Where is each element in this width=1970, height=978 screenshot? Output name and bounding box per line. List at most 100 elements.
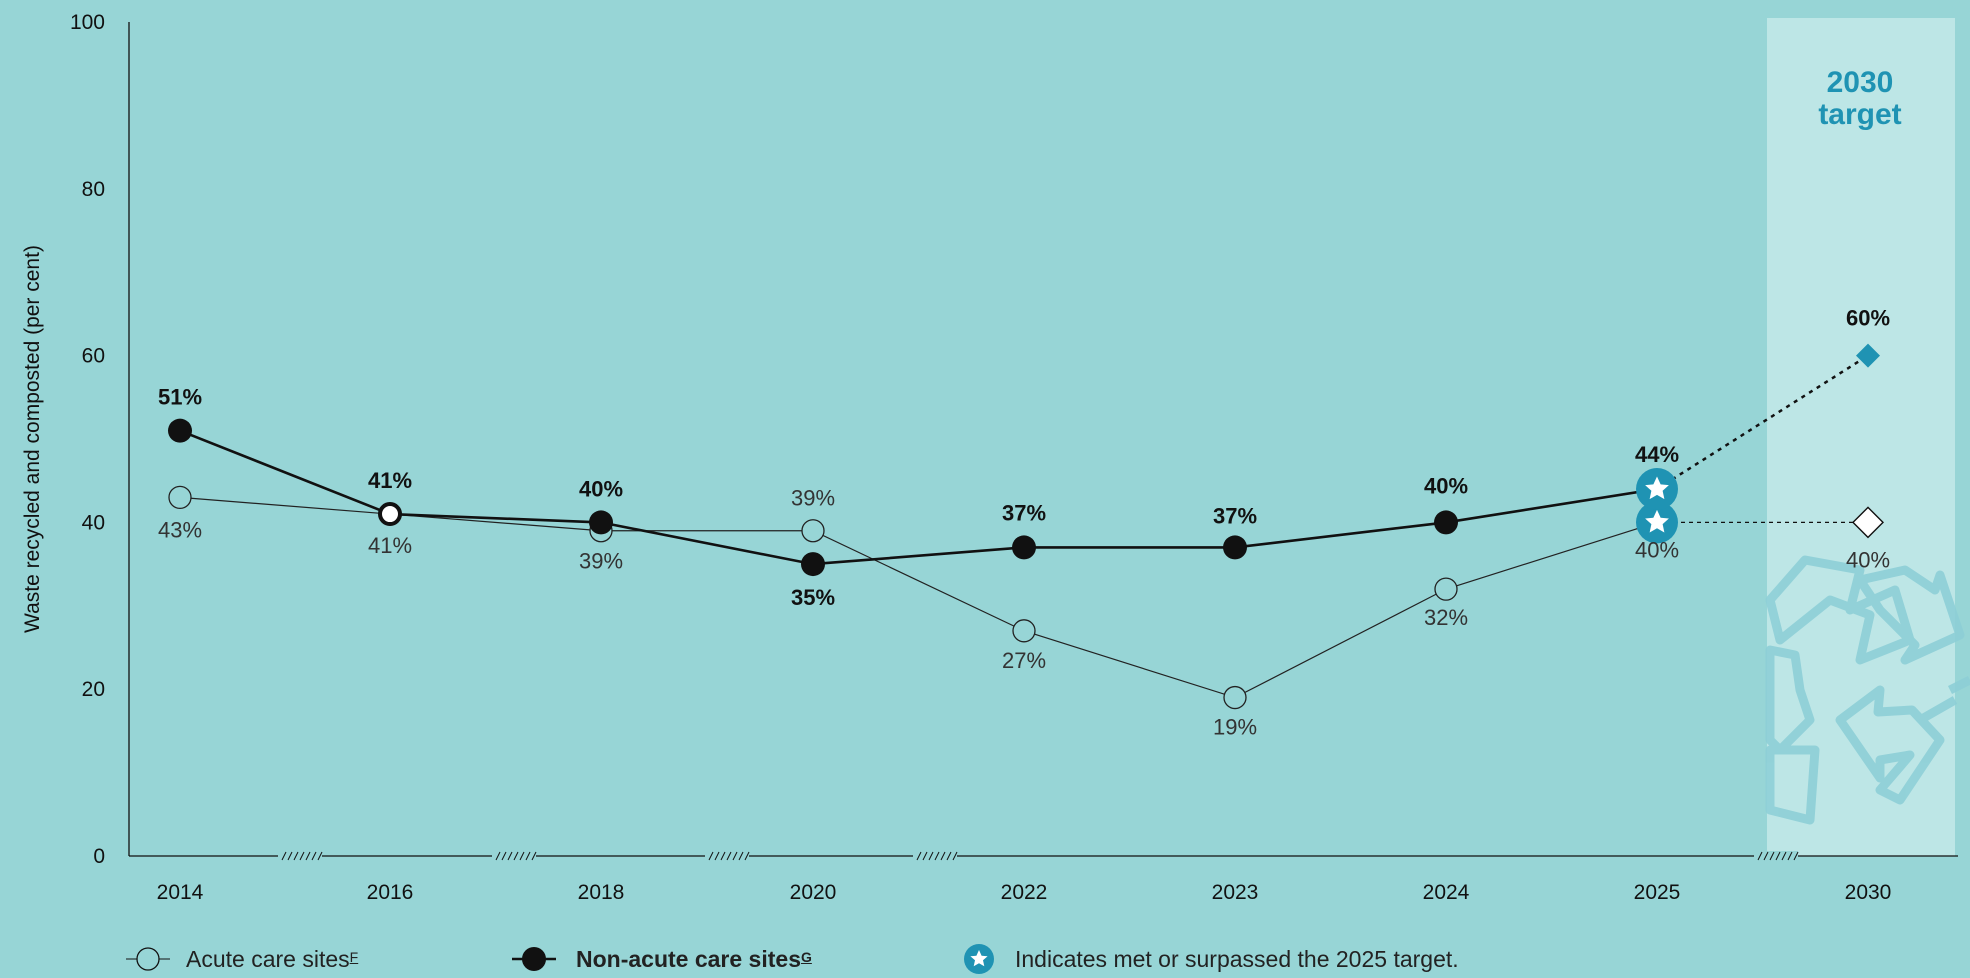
axis-break-hatch <box>708 851 714 861</box>
y-tick-label: 60 <box>82 345 105 368</box>
axis-break-hatch <box>732 851 738 861</box>
axis-break-hatch <box>738 851 744 861</box>
legend-nonacute: Non-acute care sites G <box>512 940 812 978</box>
legend-star: Indicates met or surpassed the 2025 targ… <box>963 940 1459 978</box>
chart-legend: Acute care sites F Non-acute care sites G … <box>0 940 1970 978</box>
axis-break-hatch <box>1763 851 1769 861</box>
axis-break-hatch <box>928 851 934 861</box>
y-tick-label: 100 <box>70 11 105 34</box>
hollow-circle-marker-icon <box>126 947 170 971</box>
acute-target-marker <box>1852 506 1884 539</box>
nonacute-marker <box>801 552 825 577</box>
acute-marker-star <box>1636 501 1678 544</box>
axis-break-icon <box>1754 851 1799 861</box>
axis-break-hatch <box>916 851 922 861</box>
axis-break-hatch <box>305 851 311 861</box>
acute-marker <box>1223 685 1247 710</box>
nonacute-target-marker <box>1856 343 1880 368</box>
legend-nonacute-label: Non-acute care sites <box>576 945 801 972</box>
axis-break-gap <box>705 851 749 861</box>
axis-break-hatch <box>519 851 525 861</box>
x-tick-label: 2030 <box>1845 881 1892 904</box>
axis-break-hatch <box>1757 851 1763 861</box>
recycle-arrow-right <box>1855 565 1965 665</box>
axis-break-hatch <box>934 851 940 861</box>
axis-break-hatch <box>1781 851 1787 861</box>
axis-break-hatch <box>1787 851 1793 861</box>
acute-marker <box>168 485 192 510</box>
axis-break-icon <box>913 851 958 861</box>
axis-break-hatch <box>531 851 537 861</box>
axis-break-hatch <box>293 851 299 861</box>
x-tick-label: 2020 <box>790 881 837 904</box>
recycle-arrow-bottom-right <box>1835 685 1945 805</box>
axis-break-hatch <box>744 851 750 861</box>
acute-marker <box>1434 577 1458 601</box>
axis-break-icon <box>278 851 323 861</box>
axis-break-hatch <box>1769 851 1775 861</box>
axis-break-hatch <box>940 851 946 861</box>
nonacute-marker <box>589 510 613 535</box>
recycle-arrow-edge <box>1917 675 1970 724</box>
nonacute-marker <box>378 502 402 527</box>
axis-break-hatch <box>1793 851 1799 861</box>
nonacute-data-label: 41% <box>368 468 412 493</box>
nonacute-marker <box>1434 510 1458 535</box>
target-title-line2: target <box>1818 98 1901 131</box>
axis-break-hatch <box>311 851 317 861</box>
acute-data-label: 41% <box>368 533 412 558</box>
x-tick-label: 2022 <box>1001 881 1048 904</box>
nonacute-data-label: 51% <box>158 385 202 410</box>
x-tick-label: 2018 <box>578 881 625 904</box>
legend-acute-label: Acute care sites <box>186 945 350 972</box>
acute-data-label: 32% <box>1424 605 1468 630</box>
axis-break-hatch <box>952 851 958 861</box>
star-badge-icon <box>964 944 994 974</box>
recycle-arrow-left <box>1765 645 1815 755</box>
nonacute-data-label: 40% <box>579 476 623 501</box>
axis-break-gap <box>278 851 322 861</box>
axis-break-gap <box>492 851 536 861</box>
axis-break-gap <box>913 851 957 861</box>
nonacute-data-label: 35% <box>791 585 835 610</box>
nonacute-marker <box>1012 535 1036 560</box>
nonacute-series-line <box>179 429 1658 566</box>
nonacute-marker-star <box>1636 468 1678 511</box>
acute-target-label: 40% <box>1846 547 1890 572</box>
axis-break-hatch <box>525 851 531 861</box>
x-tick-label: 2016 <box>367 881 414 904</box>
y-tick-label: 0 <box>93 845 105 868</box>
axis-break-hatch <box>501 851 507 861</box>
x-tick-label: 2024 <box>1423 881 1470 904</box>
acute-series-line <box>179 496 1658 699</box>
axis-break-hatch <box>281 851 287 861</box>
filled-circle-marker-icon <box>512 947 556 971</box>
nonacute-data-label: 40% <box>1424 473 1468 498</box>
axis-break-hatch <box>714 851 720 861</box>
target-title-line1: 2030 <box>1827 66 1894 99</box>
nonacute-data-label: 37% <box>1213 503 1257 528</box>
x-tick-label: 2023 <box>1212 881 1259 904</box>
axis-break-gap <box>1754 851 1798 861</box>
axis-break-hatch <box>946 851 952 861</box>
recycle-arrow-bottom-left <box>1765 745 1820 825</box>
nonacute-marker <box>1223 535 1247 560</box>
legend-star-label: Indicates met or surpassed the 2025 targ… <box>1015 945 1459 972</box>
acute-data-label: 19% <box>1213 715 1257 740</box>
axis-break-icon <box>492 851 537 861</box>
nonacute-target-label: 60% <box>1846 306 1890 331</box>
acute-data-label: 39% <box>579 549 623 574</box>
axis-break-hatch <box>507 851 513 861</box>
axis-break-icon <box>705 851 750 861</box>
axis-break-hatch <box>726 851 732 861</box>
acute-data-label: 43% <box>158 517 202 542</box>
legend-acute: Acute care sites F <box>126 940 358 978</box>
star-shape <box>1645 476 1669 500</box>
legend-acute-sup: F <box>349 949 359 965</box>
nonacute-marker <box>168 418 192 443</box>
y-tick-label: 40 <box>82 511 105 534</box>
x-tick-label: 2014 <box>157 881 204 904</box>
y-tick-label: 20 <box>82 678 105 701</box>
acute-marker <box>801 519 825 543</box>
